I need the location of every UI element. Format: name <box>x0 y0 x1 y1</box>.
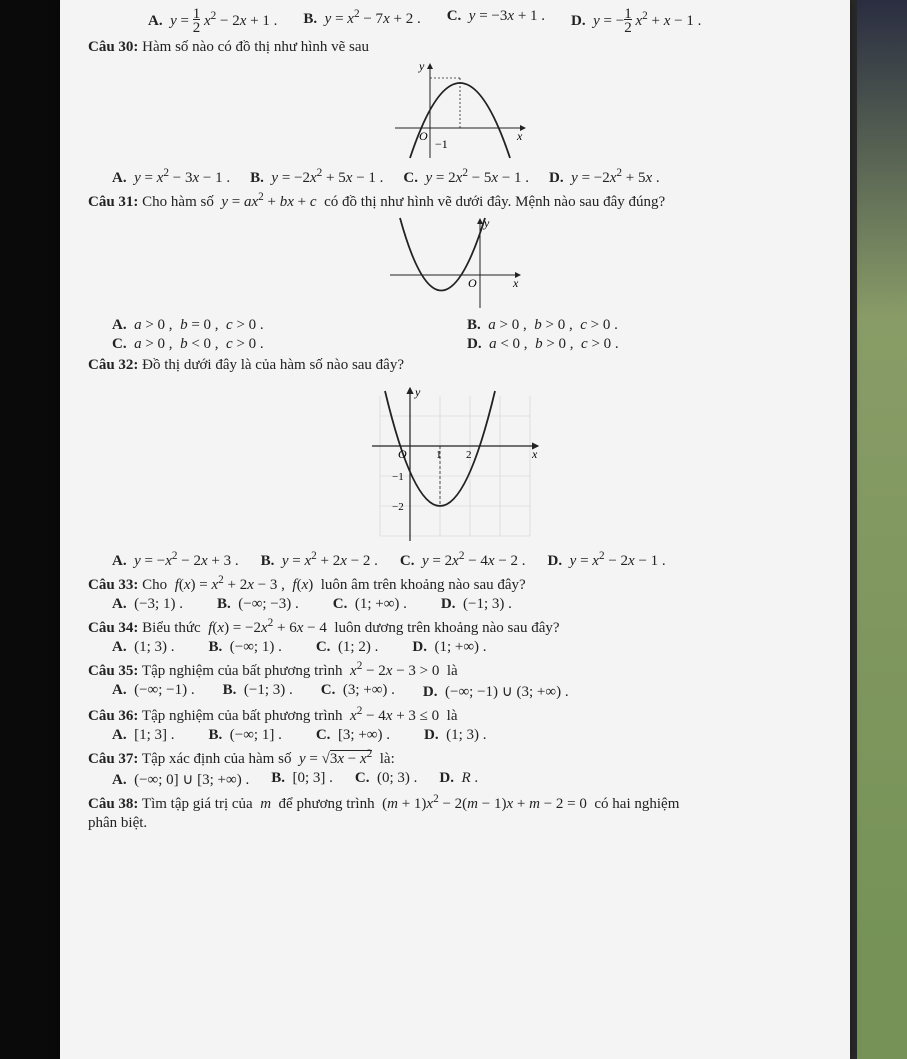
q33-prompt: Câu 33: Cho f(x) = x2 + 2x − 3 , f(x) lu… <box>88 574 822 594</box>
q34-A: A. (1; 3) . <box>112 639 175 656</box>
q31-B: B. a > 0 , b > 0 , c > 0 . <box>467 317 822 334</box>
q33-D: D. (−1; 3) . <box>441 596 512 613</box>
q36-D: D. (1; 3) . <box>424 727 487 744</box>
q33-A: A. (−3; 1) . <box>112 596 183 613</box>
svg-text:x: x <box>531 447 538 461</box>
q34-prompt: Câu 34: Biểu thức f(x) = −2x2 + 6x − 4 l… <box>88 617 822 637</box>
q35-C: C. (3; +∞) . <box>321 682 395 701</box>
q37-label: Câu 37: <box>88 751 138 767</box>
q37-C: C. (0; 3) . <box>355 770 418 789</box>
q29-A: A. y = 12 x2 − 2x + 1 . <box>148 8 277 35</box>
q36-prompt: Câu 36: Tập nghiệm của bất phương trình … <box>88 705 822 725</box>
q31-prompt: Câu 31: Cho hàm số y = ax2 + bx + c có đ… <box>88 191 822 211</box>
q30-B: B. y = −2x2 + 5x − 1 . <box>250 167 383 187</box>
exam-page: A. y = 12 x2 − 2x + 1 . B. y = x2 − 7x +… <box>60 0 850 1059</box>
q29-D: D. y = −12 x2 + x − 1 . <box>571 8 701 35</box>
q36-B: B. (−∞; 1] . <box>209 727 282 744</box>
x-label: x <box>512 276 519 290</box>
q36-options: A. [1; 3] . B. (−∞; 1] . C. [3; +∞) . D.… <box>112 727 822 744</box>
q34-text: Biểu thức f(x) = −2x2 + 6x − 4 luôn dươn… <box>142 620 559 636</box>
svg-text:O: O <box>398 447 407 461</box>
q33-label: Câu 33: <box>88 577 138 593</box>
q31-options: A. a > 0 , b = 0 , c > 0 . B. a > 0 , b … <box>112 317 822 353</box>
left-edge <box>0 0 60 1059</box>
q37-text: Tập xác định của hàm số y = √3x − x2 là: <box>142 750 395 767</box>
q31-text: Cho hàm số y = ax2 + bx + c có đồ thị nh… <box>142 194 665 210</box>
q30-prompt: Câu 30: Hàm số nào có đồ thị như hình vẽ… <box>88 39 822 56</box>
x-label: x <box>516 129 523 143</box>
q35-text: Tập nghiệm của bất phương trình x2 − 2x … <box>142 663 458 679</box>
q34-D: D. (1; +∞) . <box>412 639 486 656</box>
q38-tail: phân biệt. <box>88 815 822 832</box>
q30-graph: y x O −1 <box>88 58 822 163</box>
q37-B: B. [0; 3] . <box>271 770 333 789</box>
q34-C: C. (1; 2) . <box>316 639 379 656</box>
q34-options: A. (1; 3) . B. (−∞; 1) . C. (1; 2) . D. … <box>112 639 822 656</box>
y-label: y <box>418 59 425 73</box>
q29-C: C. y = −3x + 1 . <box>447 8 545 35</box>
q32-graph: y x O 1 2 −1 −2 <box>88 376 822 546</box>
q31-A: A. a > 0 , b = 0 , c > 0 . <box>112 317 467 334</box>
q29-B: B. y = x2 − 7x + 2 . <box>303 8 420 35</box>
q36-A: A. [1; 3] . <box>112 727 175 744</box>
svg-text:1: 1 <box>436 449 442 461</box>
q32-label: Câu 32: <box>88 357 138 373</box>
q34-B: B. (−∞; 1) . <box>209 639 282 656</box>
q31-label: Câu 31: <box>88 194 138 210</box>
O-label: O <box>468 276 477 290</box>
svg-text:−2: −2 <box>392 501 404 513</box>
q32-B: B. y = x2 + 2x − 2 . <box>261 550 378 570</box>
q37-A: A. (−∞; 0] ∪ [3; +∞) . <box>112 770 249 789</box>
q36-text: Tập nghiệm của bất phương trình x2 − 4x … <box>142 708 458 724</box>
q35-A: A. (−∞; −1) . <box>112 682 195 701</box>
q32-A: A. y = −x2 − 2x + 3 . <box>112 550 239 570</box>
q32-C: C. y = 2x2 − 4x − 2 . <box>400 550 526 570</box>
q36-C: C. [3; +∞) . <box>316 727 390 744</box>
q32-text: Đồ thị dưới đây là của hàm số nào sau đâ… <box>138 357 404 373</box>
q30-C: C. y = 2x2 − 5x − 1 . <box>403 167 529 187</box>
q30-text: Hàm số nào có đồ thị như hình vẽ sau <box>138 39 369 55</box>
q35-options: A. (−∞; −1) . B. (−1; 3) . C. (3; +∞) . … <box>112 682 822 701</box>
q35-D: D. (−∞; −1) ∪ (3; +∞) . <box>423 682 569 701</box>
q33-text: Cho f(x) = x2 + 2x − 3 , f(x) luôn âm tr… <box>142 577 526 593</box>
q33-B: B. (−∞; −3) . <box>217 596 299 613</box>
q37-D: D. R . <box>439 770 478 789</box>
q30-label: Câu 30: <box>88 39 138 55</box>
q30-D: D. y = −2x2 + 5x . <box>549 167 660 187</box>
q36-label: Câu 36: <box>88 708 138 724</box>
q32-D: D. y = x2 − 2x − 1 . <box>548 550 666 570</box>
svg-text:y: y <box>414 385 421 399</box>
q38-text: Tìm tập giá trị của m để phương trình (m… <box>142 796 679 812</box>
right-edge <box>857 0 907 1059</box>
q31-graph: y x O <box>88 213 822 313</box>
q35-label: Câu 35: <box>88 663 138 679</box>
y-label: y <box>483 216 490 230</box>
q37-options: A. (−∞; 0] ∪ [3; +∞) . B. [0; 3] . C. (0… <box>112 770 822 789</box>
svg-text:−1: −1 <box>392 471 404 483</box>
q38-label: Câu 38: <box>88 796 138 812</box>
O-label: O <box>419 129 428 143</box>
q38-prompt: Câu 38: Tìm tập giá trị của m để phương … <box>88 793 822 813</box>
q30-options: A. y = x2 − 3x − 1 . B. y = −2x2 + 5x − … <box>112 167 822 187</box>
q30-A: A. y = x2 − 3x − 1 . <box>112 167 230 187</box>
q35-B: B. (−1; 3) . <box>223 682 293 701</box>
m1-label: −1 <box>435 137 448 151</box>
q32-prompt: Câu 32: Đồ thị dưới đây là của hàm số nà… <box>88 357 822 374</box>
q32-options: A. y = −x2 − 2x + 3 . B. y = x2 + 2x − 2… <box>112 550 822 570</box>
q37-prompt: Câu 37: Tập xác định của hàm số y = √3x … <box>88 748 822 768</box>
svg-text:2: 2 <box>466 449 472 461</box>
q31-D: D. a < 0 , b > 0 , c > 0 . <box>467 336 822 353</box>
q33-C: C. (1; +∞) . <box>333 596 407 613</box>
q29-options: A. y = 12 x2 − 2x + 1 . B. y = x2 − 7x +… <box>148 8 822 35</box>
q31-C: C. a > 0 , b < 0 , c > 0 . <box>112 336 467 353</box>
q34-label: Câu 34: <box>88 620 138 636</box>
q35-prompt: Câu 35: Tập nghiệm của bất phương trình … <box>88 660 822 680</box>
q33-options: A. (−3; 1) . B. (−∞; −3) . C. (1; +∞) . … <box>112 596 822 613</box>
